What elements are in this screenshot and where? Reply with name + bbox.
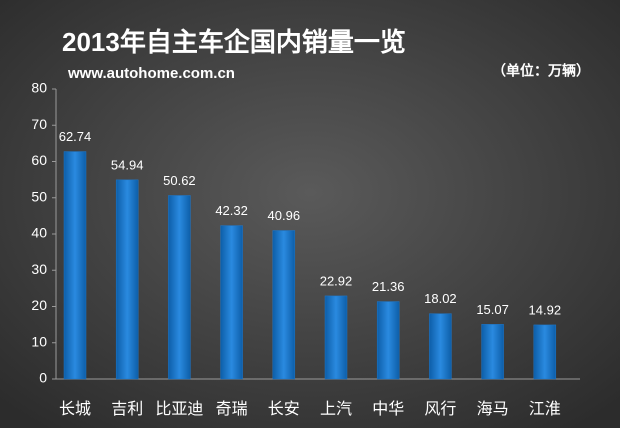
- x-tick-label: 中华: [372, 400, 404, 418]
- y-tick-label: 60: [31, 152, 47, 168]
- y-tick-label: 20: [31, 297, 47, 313]
- x-tick-label: 长城: [59, 400, 91, 418]
- bar: [63, 151, 87, 380]
- data-label: 50.62: [163, 173, 196, 188]
- x-tick-label: 吉利: [111, 400, 143, 418]
- x-tick-label: 海马: [477, 400, 509, 418]
- chart-title: 2013年自主车企国内销量一览: [62, 27, 406, 57]
- x-tick-label: 上汽: [320, 400, 352, 418]
- x-tick-label: 风行: [424, 400, 456, 418]
- bar: [115, 179, 139, 380]
- y-tick-label: 50: [31, 188, 47, 204]
- bar: [324, 295, 348, 380]
- data-label: 15.07: [476, 302, 509, 317]
- x-tick-label: 长安: [268, 400, 300, 418]
- x-tick-label: 江淮: [529, 400, 561, 418]
- y-tick-label: 80: [31, 80, 47, 96]
- y-tick-label: 70: [31, 116, 47, 132]
- bar: [533, 324, 557, 380]
- data-label: 14.92: [529, 302, 562, 317]
- bar: [481, 324, 504, 380]
- data-label: 21.36: [372, 279, 405, 294]
- data-label: 62.74: [59, 129, 92, 144]
- bar: [376, 301, 400, 380]
- y-tick-label: 30: [31, 261, 47, 277]
- bar: [220, 225, 243, 380]
- y-tick-label: 10: [31, 333, 47, 349]
- bar: [168, 195, 191, 380]
- x-tick-label: 比亚迪: [155, 400, 203, 418]
- x-tick-label: 奇瑞: [216, 400, 248, 418]
- data-label: 42.32: [215, 203, 248, 218]
- y-tick-label: 40: [31, 225, 47, 241]
- chart-subtitle: www.autohome.com.cn: [67, 65, 235, 82]
- bar: [272, 230, 296, 380]
- bar: [429, 313, 452, 380]
- y-tick-label: 0: [39, 370, 47, 386]
- data-label: 54.94: [111, 157, 144, 172]
- data-label: 22.92: [320, 273, 353, 288]
- data-label: 18.02: [424, 291, 457, 306]
- data-label: 40.96: [268, 208, 301, 223]
- unit-label: （单位：万辆）: [492, 63, 590, 79]
